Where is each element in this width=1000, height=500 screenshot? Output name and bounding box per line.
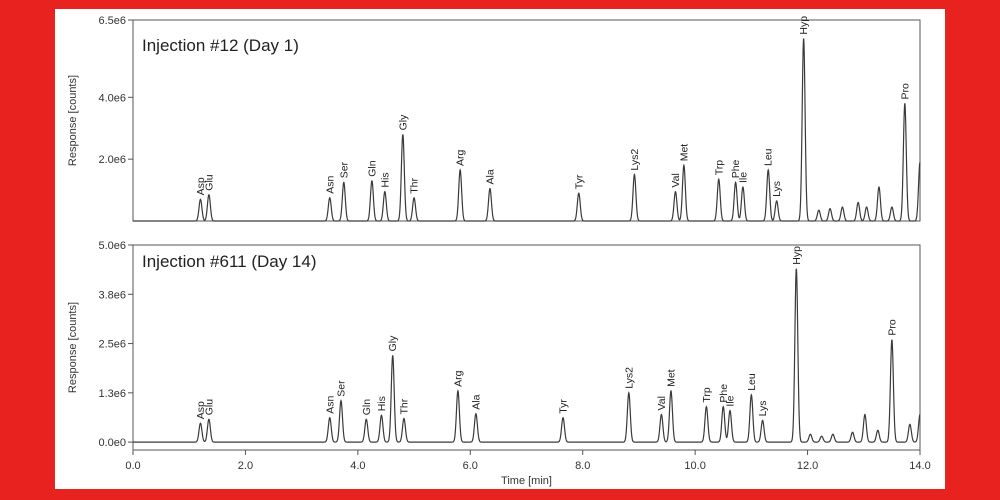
chromatogram-trace: [133, 268, 921, 443]
peak-label-lys2: Lys2: [629, 149, 641, 171]
x-tick-label: 10.0: [684, 460, 705, 472]
chart-title: Injection #12 (Day 1): [142, 36, 299, 55]
x-tick-label: 2.0: [238, 460, 253, 472]
peak-label-glu: Glu: [203, 399, 215, 416]
peak-label-ser: Ser: [338, 161, 350, 178]
x-tick-label: 14.0: [909, 460, 930, 472]
y-tick-label: 4.0e6: [98, 92, 126, 104]
peak-label-asp: Asp: [195, 177, 207, 195]
plot-frame: [132, 244, 921, 451]
y-tick-label: 2.0e6: [98, 154, 126, 166]
peak-label-pro: Pro: [886, 319, 898, 336]
peak-label-gly: Gly: [387, 335, 399, 352]
peak-label-thr: Thr: [409, 178, 421, 194]
peak-label-leu: Leu: [746, 373, 758, 391]
peak-label-lys: Lys: [757, 400, 769, 416]
peak-label-glu: Glu: [203, 174, 215, 191]
peak-label-thr: Thr: [399, 398, 411, 414]
y-tick-label: 2.5e6: [98, 339, 126, 351]
peak-label-arg: Arg: [455, 150, 467, 167]
peak-label-leu: Leu: [763, 148, 775, 166]
x-axis-title: Time [min]: [501, 475, 552, 487]
peak-label-lys2: Lys2: [623, 367, 635, 389]
peak-label-ala: Ala: [485, 169, 497, 184]
peak-label-gln: Gln: [366, 160, 378, 177]
y-tick-label: 5.0e6: [98, 240, 126, 252]
y-tick-label: 3.8e6: [98, 289, 126, 301]
peak-label-asn: Asn: [324, 395, 336, 413]
peak-label-ala: Ala: [470, 394, 482, 409]
y-axis-title: Response [counts]: [67, 75, 79, 166]
peak-label-pro: Pro: [899, 83, 911, 100]
peak-label-ile: Ile: [737, 172, 749, 183]
y-axis-title: Response [counts]: [67, 302, 79, 393]
x-tick-label: 8.0: [575, 460, 590, 472]
peak-label-his: His: [376, 396, 388, 411]
peak-label-asp: Asp: [195, 401, 207, 419]
peak-label-gly: Gly: [397, 114, 409, 130]
chromatogram-figure: 2.0e6 4.0e6 6.5e6 Response [counts] Injectio…: [67, 15, 931, 487]
peak-label-val: Val: [670, 173, 682, 187]
peak-label-lys: Lys: [771, 181, 783, 197]
x-tick-label: 12.0: [797, 460, 818, 472]
peak-label-met: Met: [678, 144, 690, 162]
peak-label-arg: Arg: [452, 370, 464, 387]
peak-label-phe: Phe: [730, 159, 742, 178]
x-tick-label: 6.0: [463, 460, 478, 472]
chart-panel: 2.0e6 4.0e6 6.5e6 Response [counts] Injectio…: [55, 9, 945, 489]
peak-label-ile: Ile: [725, 395, 737, 406]
y-tick-label: 1.3e6: [98, 388, 126, 400]
peak-label-val: Val: [656, 396, 668, 410]
peak-label-ser: Ser: [336, 380, 348, 397]
chart-1: 2.0e6 4.0e6 6.5e6 Response [counts] Injectio…: [67, 15, 921, 222]
peak-label-trp: Trp: [701, 387, 713, 403]
peak-label-tyr: Tyr: [573, 174, 585, 189]
y-tick-label: 6.5e6: [98, 15, 126, 27]
peak-label-trp: Trp: [713, 160, 725, 176]
chromatogram-trace: [133, 38, 921, 222]
peak-label-phe: Phe: [718, 384, 730, 403]
peak-label-hyp: Hyp: [791, 246, 803, 265]
y-tick-label: 0.0e0: [98, 437, 126, 449]
peak-label-tyr: Tyr: [558, 399, 570, 414]
peak-label-met: Met: [666, 369, 678, 387]
peak-label-asn: Asn: [324, 176, 336, 194]
x-tick-label: 0.0: [125, 460, 140, 472]
peak-label-hyp: Hyp: [798, 16, 810, 35]
peak-label-his: His: [379, 172, 391, 187]
x-tick-label: 4.0: [350, 460, 365, 472]
chart-title: Injection #611 (Day 14): [142, 252, 317, 271]
peak-label-gln: Gln: [361, 399, 373, 416]
chart-2: 0.0e0 1.3e6 2.5e6 3.8e6 5.0e6 0.0 2.0 4.0 6.0 8.0…: [67, 240, 931, 487]
